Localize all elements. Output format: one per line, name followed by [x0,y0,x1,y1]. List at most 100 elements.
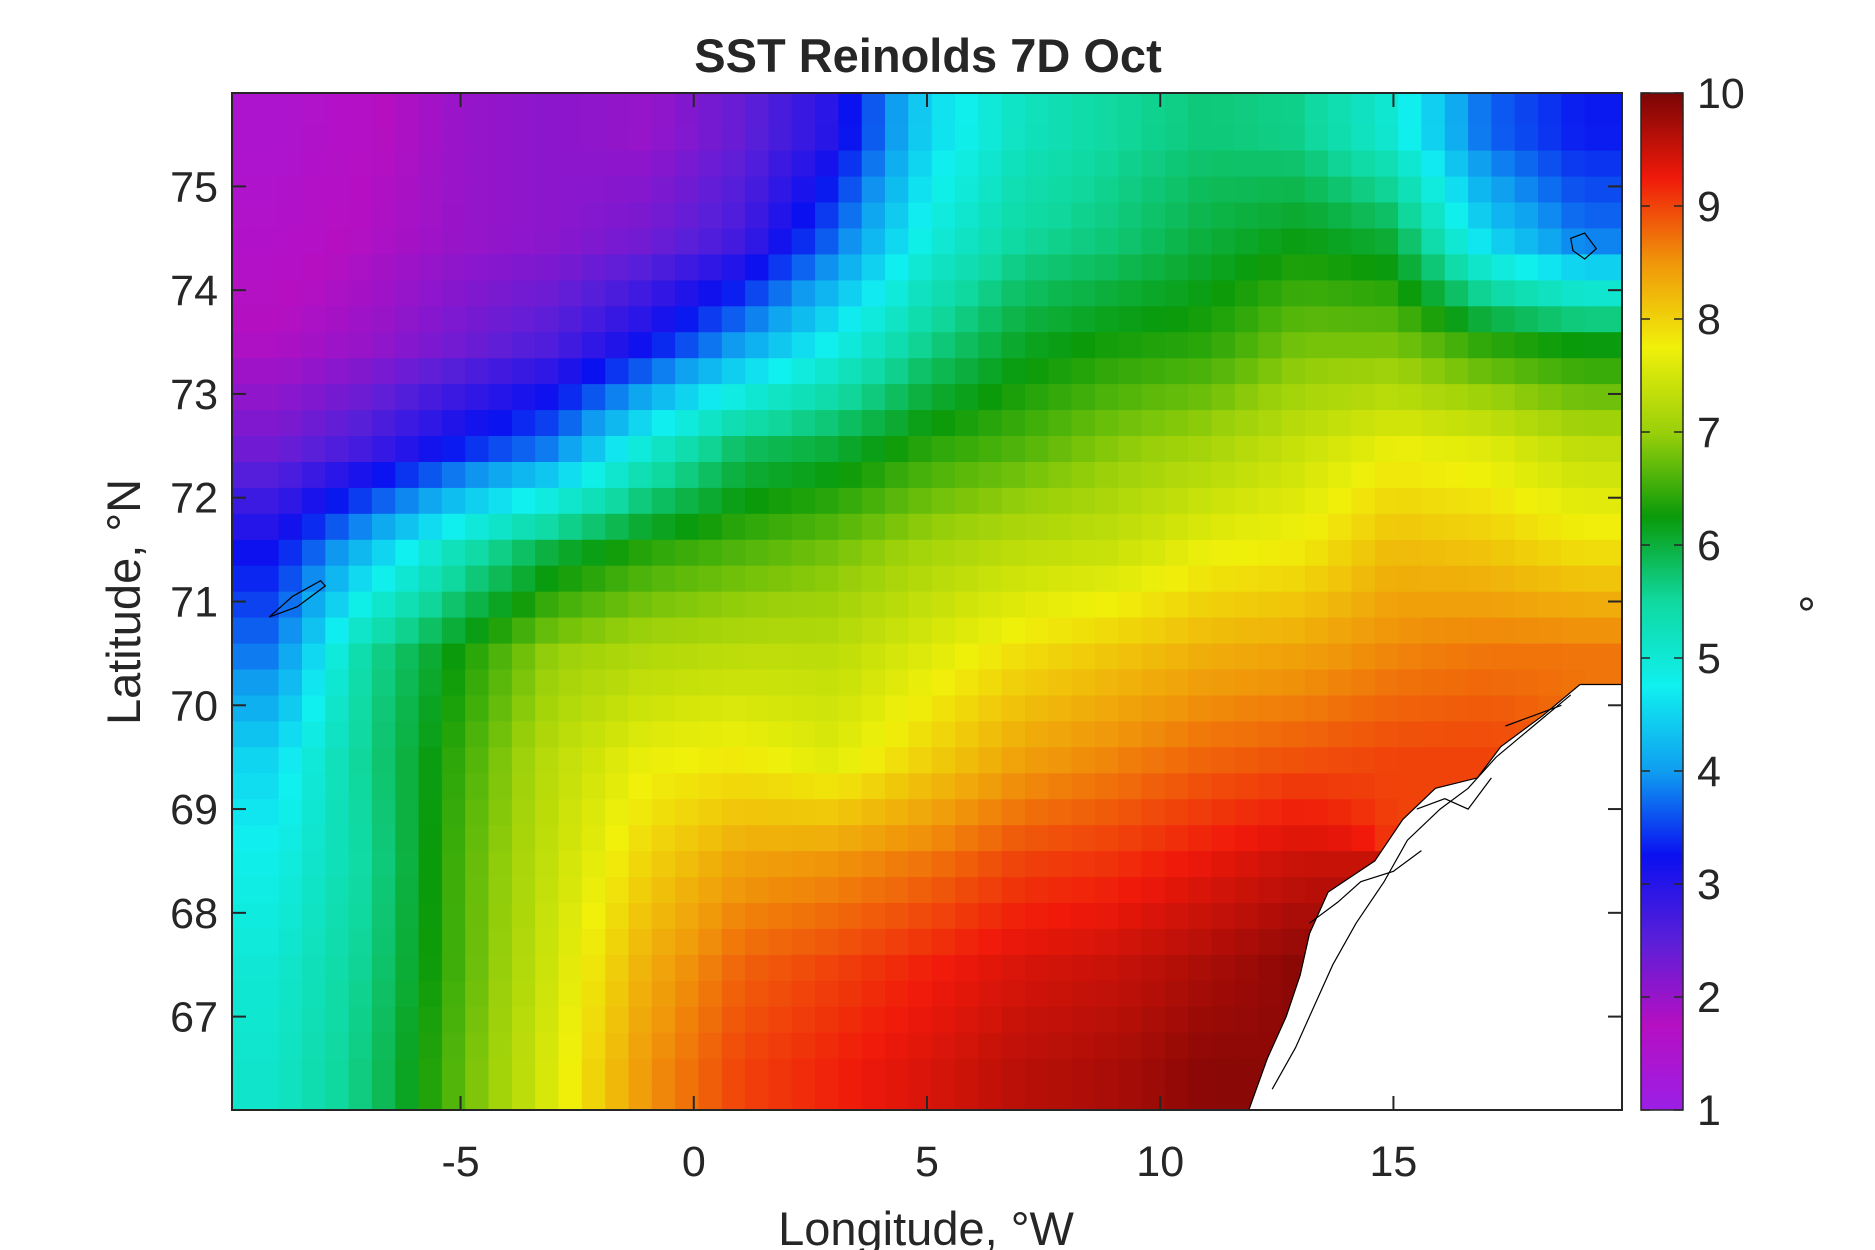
heatmap-cell [838,383,863,411]
heatmap-cell [348,461,373,488]
heatmap-cell [838,928,863,955]
heatmap-cell [628,539,653,566]
heatmap-cell [1491,591,1516,618]
heatmap-cell [768,253,793,281]
heatmap-cell [581,772,606,800]
heatmap-cell [1584,487,1609,514]
heatmap-cell [1281,798,1306,826]
heatmap-cell [255,357,280,385]
heatmap-cell [441,824,466,852]
heatmap-cell [581,928,606,955]
heatmap-cell [371,824,396,852]
heatmap-cell [1281,279,1306,307]
heatmap-cell [1421,357,1446,385]
heatmap-cell [1164,1032,1189,1059]
heatmap-cell [395,902,420,929]
heatmap-cell [1281,850,1306,878]
heatmap-cell [1421,461,1446,488]
heatmap-cell [1025,124,1049,151]
heatmap-cell [978,850,1003,878]
heatmap-cell [1118,798,1143,826]
heatmap-cell [441,461,466,488]
heatmap-cell [441,227,466,255]
heatmap-cell [838,513,863,540]
heatmap-cell [931,1032,956,1059]
heatmap-cell [395,798,420,826]
heatmap-cell [395,227,420,255]
heatmap-cell [371,202,396,229]
heatmap-cell [371,591,396,618]
heatmap-cell [745,746,769,774]
heatmap-cell [348,565,373,592]
heatmap-cell [1328,617,1352,644]
heatmap-cell [278,1032,303,1059]
heatmap-cell [605,383,630,411]
heatmap-cell [815,513,839,540]
heatmap-cell [1491,617,1516,644]
heatmap-cell [395,461,420,488]
heatmap-cell [1048,461,1073,488]
heatmap-cell [1398,565,1422,592]
heatmap-cell [232,227,256,255]
heatmap-cell [302,176,326,203]
heatmap-cell [1514,617,1539,644]
heatmap-cell [651,902,676,929]
heatmap-cell [978,928,1003,955]
heatmap-cell [1281,305,1306,333]
heatmap-cell [535,902,560,929]
heatmap-cell [395,176,420,203]
heatmap-cell [418,513,443,540]
heatmap-cell [1094,876,1119,903]
heatmap-cell [768,383,793,411]
heatmap-cell [1211,694,1236,722]
heatmap-cell [255,331,280,359]
coastline-segment [1271,694,1572,1090]
heatmap-cell [838,1084,863,1111]
heatmap-cell [535,150,560,177]
heatmap-cell [791,279,816,307]
heatmap-cell [255,1058,280,1085]
heatmap-cell [1188,565,1213,592]
heatmap-cell [418,98,443,125]
heatmap-cell [1048,487,1073,514]
heatmap-cell [698,954,723,981]
heatmap-cell [745,876,769,903]
heatmap-cell [1514,124,1539,151]
heatmap-cell [1444,331,1469,359]
heatmap-cell [1211,928,1236,955]
heatmap-cell [1118,850,1143,878]
heatmap-cell [908,124,933,151]
heatmap-cell [1444,202,1469,229]
heatmap-cell [675,539,699,566]
heatmap-cell [1328,539,1352,566]
heatmap-cell [1141,643,1166,670]
heatmap-cell [861,539,886,566]
heatmap-cell [395,357,420,385]
heatmap-cell [675,93,699,99]
heatmap-cell [1584,202,1609,229]
heatmap-cell [768,305,793,333]
heatmap-cell [651,539,676,566]
heatmap-cell [1258,383,1283,411]
heatmap-cell [815,876,839,903]
heatmap-cell [1538,643,1562,670]
heatmap-cell [815,383,839,411]
heatmap-cell [1374,669,1399,696]
heatmap-cell [325,617,350,644]
heatmap-cell [885,1058,909,1085]
heatmap-cell [418,279,443,307]
heatmap-cell [535,124,560,151]
heatmap-cell [1374,772,1399,800]
heatmap-cell [1561,435,1586,462]
heatmap-cell [861,565,886,592]
heatmap-cell [302,876,326,903]
heatmap-cell [488,409,513,436]
heatmap-cell [1584,176,1609,203]
heatmap-cell [1281,669,1306,696]
heatmap-cell [955,902,979,929]
heatmap-cell [1561,150,1586,177]
heatmap-cell [885,409,909,436]
heatmap-cell [1071,669,1096,696]
heatmap-cell [255,202,280,229]
heatmap-cell [302,902,326,929]
